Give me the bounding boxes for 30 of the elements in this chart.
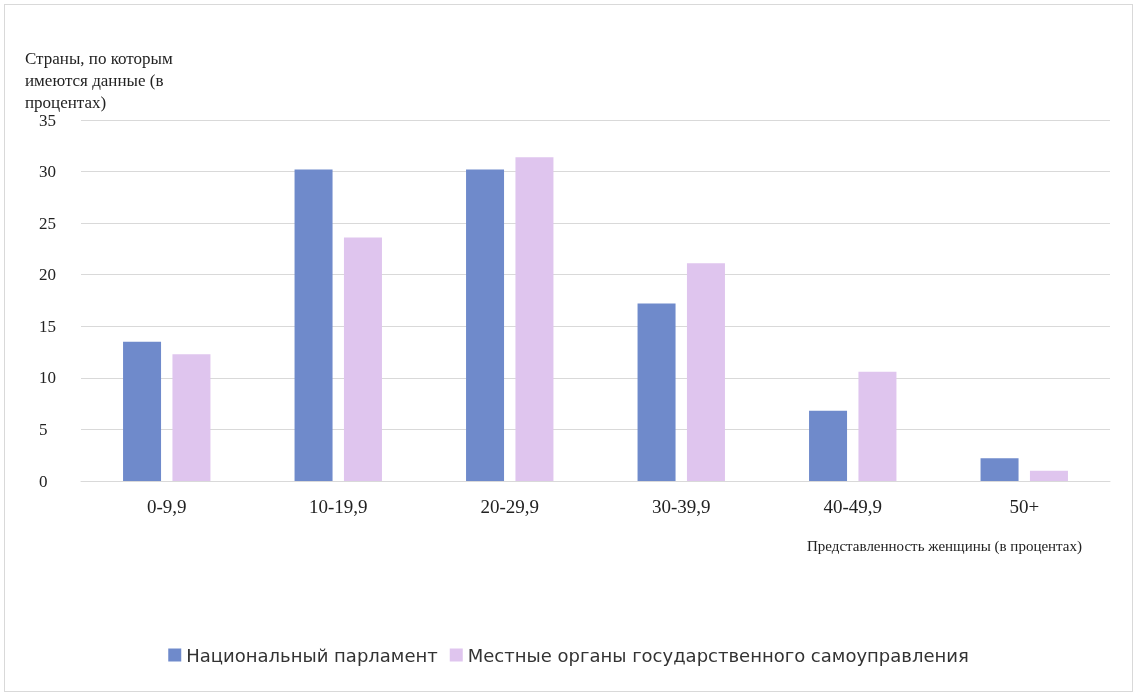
bar	[637, 303, 676, 481]
bar	[686, 263, 725, 481]
bar	[980, 458, 1019, 481]
y-tick-label: 5	[39, 419, 48, 439]
bar	[809, 410, 848, 481]
bar	[858, 371, 897, 481]
legend-label: Национальный парламент	[186, 644, 438, 666]
x-axis-title: Представленность женщины (в процентах)	[807, 537, 1082, 555]
x-tick-label: 40-49,9	[823, 496, 883, 517]
bar	[515, 157, 554, 481]
y-tick-label: 35	[39, 110, 56, 130]
y-tick-label: 20	[39, 265, 56, 285]
bar	[294, 169, 333, 481]
bar	[123, 341, 162, 481]
bar	[1029, 470, 1068, 481]
bar	[466, 169, 505, 481]
bar	[343, 237, 382, 481]
bar	[172, 354, 211, 481]
x-tick-label: 50+	[1009, 496, 1040, 517]
x-tick-label: 30-39,9	[651, 496, 711, 517]
x-tick-label: 0-9,9	[146, 496, 187, 517]
legend-label: Местные органы государственного самоуправления	[467, 644, 969, 666]
y-tick-label: 10	[39, 368, 56, 388]
x-tick-label: 10-19,9	[308, 496, 368, 517]
x-tick-label: 20-29,9	[480, 496, 540, 517]
y-axis-title: Страны, по которым имеются данные (в процентах)	[25, 48, 177, 112]
y-tick-label: 0	[39, 471, 48, 491]
y-tick-label: 30	[39, 162, 56, 182]
y-tick-label: 15	[39, 316, 56, 336]
y-tick-label: 25	[39, 213, 56, 233]
